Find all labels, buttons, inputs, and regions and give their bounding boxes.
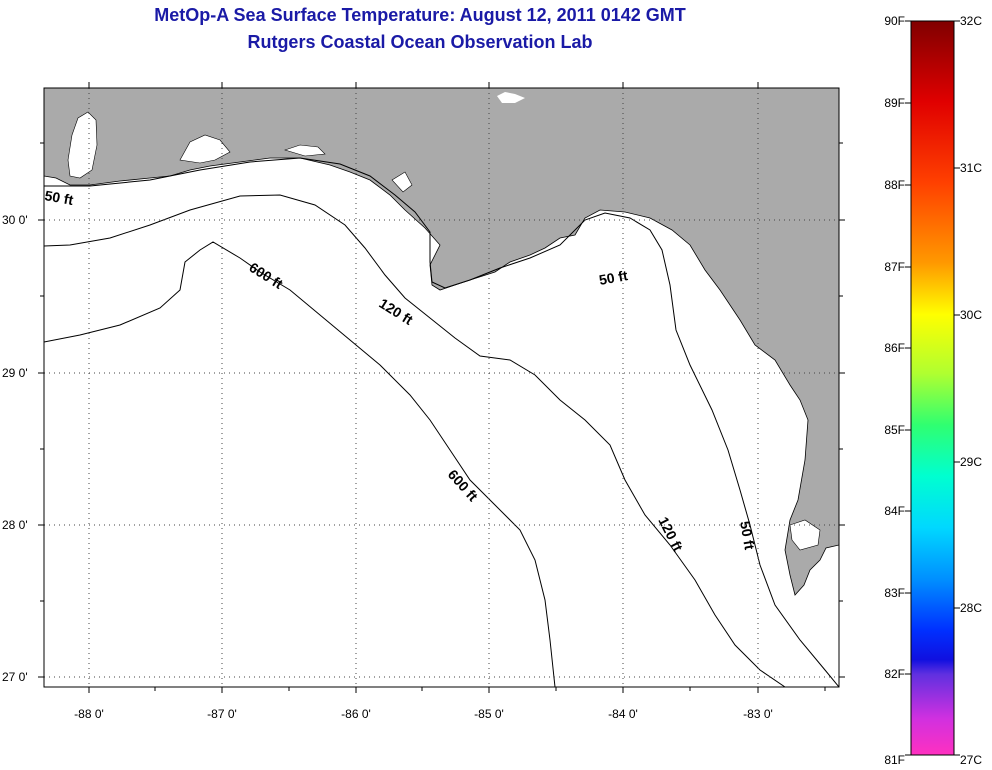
colorbar-label-f: 86F — [884, 341, 905, 355]
bay-inlet — [179, 134, 231, 164]
longitude-label: -84 0' — [608, 707, 638, 721]
colorbar-label-c: 29C — [960, 455, 982, 469]
colorbar-label-f: 85F — [884, 423, 905, 437]
colorbar-label-f: 87F — [884, 260, 905, 274]
axis-ticks — [38, 82, 845, 693]
latitude-label: 30 0' — [2, 213, 28, 227]
longitude-label: -83 0' — [743, 707, 773, 721]
colorbar-label-f: 81F — [884, 753, 905, 767]
depth-contours — [44, 157, 839, 687]
contour-label: 50 ft — [737, 520, 758, 551]
colorbar-label-f: 83F — [884, 586, 905, 600]
colorbar-label-c: 30C — [960, 308, 982, 322]
colorbar-label-c: 32C — [960, 14, 982, 28]
latitude-label: 27 0' — [2, 670, 28, 684]
contour-label: 50 ft — [598, 267, 629, 288]
colorbar-label-f: 84F — [884, 504, 905, 518]
colorbar-label-c: 31C — [960, 161, 982, 175]
map-frame — [43, 87, 840, 688]
map-title: MetOp-A Sea Surface Temperature: August … — [154, 5, 686, 25]
colorbar-label-f: 82F — [884, 667, 905, 681]
bay-inlet — [284, 144, 326, 157]
contour-label: 50 ft — [43, 187, 74, 208]
longitude-label: -85 0' — [474, 707, 504, 721]
colorbar-ticks — [905, 20, 960, 756]
latitude-label: 29 0' — [2, 366, 28, 380]
temperature-colorbar — [910, 20, 955, 756]
bay-inlet — [67, 111, 98, 179]
map-subtitle: Rutgers Coastal Ocean Observation Lab — [247, 32, 593, 52]
longitude-label: -86 0' — [341, 707, 371, 721]
land-mass — [44, 88, 839, 596]
latitude-label: 28 0' — [2, 518, 28, 532]
longitude-label: -88 0' — [74, 707, 104, 721]
longitude-label: -87 0' — [207, 707, 237, 721]
contour-50ft — [44, 157, 839, 687]
colorbar-label-f: 89F — [884, 96, 905, 110]
colorbar-label-c: 27C — [960, 753, 982, 767]
contour-600ft — [44, 241, 556, 687]
colorbar-label-f: 90F — [884, 14, 905, 28]
lake — [497, 92, 525, 103]
contour-120ft — [44, 194, 786, 687]
colorbar-label-f: 88F — [884, 178, 905, 192]
bay-inlet — [391, 171, 413, 193]
bay-inlet — [789, 519, 821, 551]
colorbar-label-c: 28C — [960, 601, 982, 615]
